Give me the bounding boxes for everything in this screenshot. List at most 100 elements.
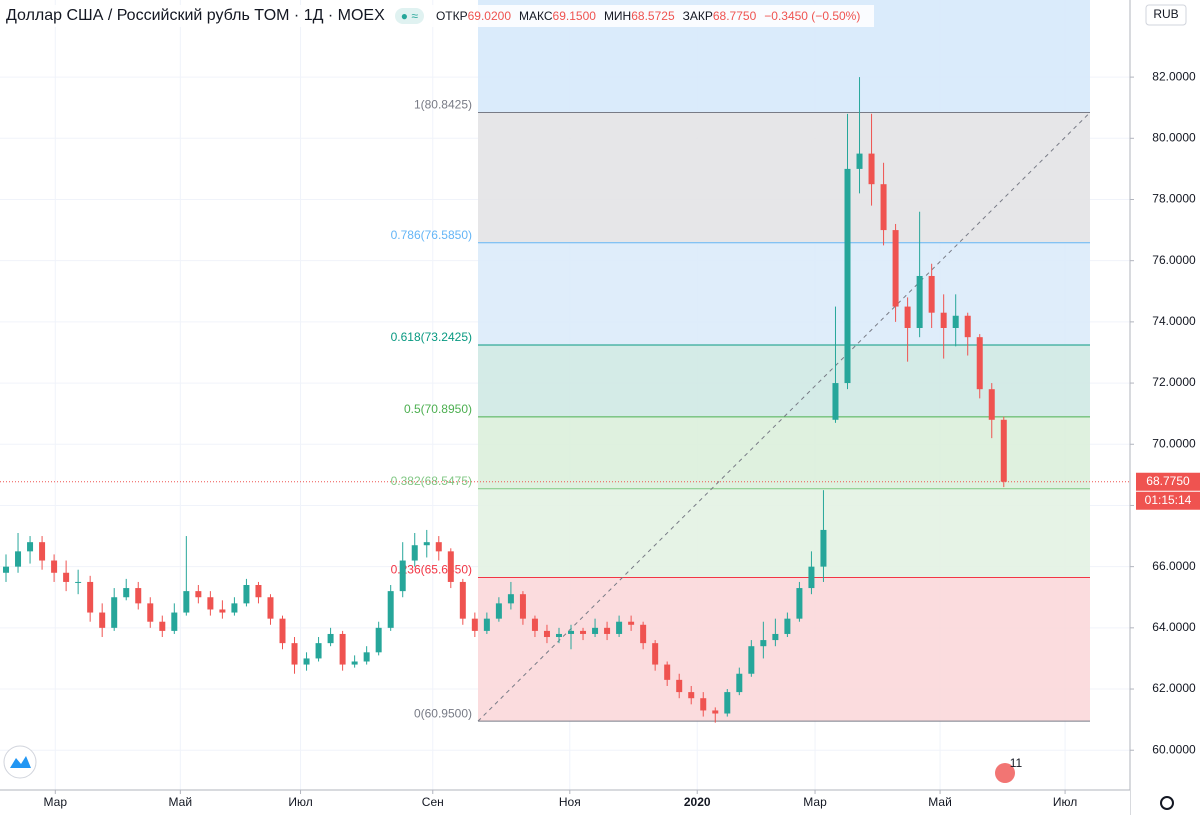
candle-body xyxy=(772,633,779,641)
candle-body xyxy=(15,551,22,567)
candle-body xyxy=(519,594,526,619)
events-icon[interactable] xyxy=(995,763,1015,783)
candle-body xyxy=(976,337,983,390)
candle-body xyxy=(147,603,154,622)
candle-body xyxy=(940,312,947,328)
candle-body xyxy=(435,542,442,552)
high-key: МАКС xyxy=(519,9,553,23)
y-tick-label: 76.0000 xyxy=(1152,253,1196,267)
candle-body xyxy=(411,545,418,561)
y-tick-label: 78.0000 xyxy=(1152,192,1196,206)
open-value: 69.0200 xyxy=(467,9,512,23)
fib-zone xyxy=(478,416,1090,489)
candle-body xyxy=(351,661,358,665)
candle-body xyxy=(423,542,430,546)
fib-label: 1(80.8425) xyxy=(414,98,472,112)
candle-body xyxy=(231,603,238,613)
candle-body xyxy=(51,560,58,573)
candle-body xyxy=(555,633,562,638)
candle-body xyxy=(339,633,346,665)
symbol-title[interactable]: Доллар США / Российский рубль TOM · 1Д ·… xyxy=(6,7,385,24)
fib-zone xyxy=(478,488,1090,578)
candle-body xyxy=(543,630,550,638)
candle-body xyxy=(652,643,659,665)
candle-body xyxy=(640,624,647,644)
candle-body xyxy=(387,591,394,628)
candle-body xyxy=(39,542,46,561)
y-tick-label: 66.0000 xyxy=(1152,559,1196,573)
fib-label: 0.618(73.2425) xyxy=(391,330,472,344)
fib-label: 0.5(70.8950) xyxy=(404,402,472,416)
open-key: ОТКР xyxy=(435,9,468,23)
fib-label: 0.786(76.5850) xyxy=(391,228,472,242)
candle-body xyxy=(1000,419,1007,482)
candle-body xyxy=(796,588,803,619)
candle-body xyxy=(63,572,70,582)
fib-zone xyxy=(478,577,1090,722)
candle-body xyxy=(207,597,214,610)
candle-body xyxy=(459,581,466,619)
fib-zone xyxy=(478,242,1090,346)
candle-body xyxy=(616,621,623,634)
candle-body xyxy=(844,168,851,384)
x-tick-label: 2020 xyxy=(684,795,711,809)
fib-zone xyxy=(478,112,1090,243)
candle-body xyxy=(712,710,719,714)
candle-body xyxy=(363,652,370,662)
x-tick-label: Мар xyxy=(803,795,827,809)
candle-body xyxy=(820,529,827,567)
x-tick-label: Сен xyxy=(422,795,444,809)
events-badge: 11 xyxy=(1010,756,1023,770)
close-value: 68.7750 xyxy=(712,9,757,23)
candle-body xyxy=(3,566,10,573)
fib-label: 0(60.9500) xyxy=(414,706,472,720)
candle-body xyxy=(892,230,899,307)
candle-body xyxy=(916,275,923,328)
candle-body xyxy=(724,692,731,714)
candle-body xyxy=(904,306,911,328)
candle-body xyxy=(291,643,298,665)
candle-body xyxy=(267,597,274,619)
candle-body xyxy=(279,618,286,644)
candle-body xyxy=(375,627,382,653)
y-tick-label: 74.0000 xyxy=(1152,314,1196,328)
candle-body xyxy=(471,618,478,631)
logo-mark xyxy=(10,756,31,768)
candle-body xyxy=(868,153,875,185)
candle-body xyxy=(507,594,514,604)
x-tick-label: Июл xyxy=(1053,795,1077,809)
candle-body xyxy=(592,627,599,634)
candle-body xyxy=(303,658,310,665)
x-tick-label: Май xyxy=(928,795,952,809)
time-axis xyxy=(0,790,1130,815)
candle-body xyxy=(784,618,791,634)
candle-body xyxy=(111,597,118,628)
candle-body xyxy=(495,603,502,619)
x-tick-label: Ноя xyxy=(559,795,581,809)
x-tick-label: Мар xyxy=(44,795,68,809)
candle-body xyxy=(664,664,671,680)
y-tick-label: 70.0000 xyxy=(1152,436,1196,450)
candle-body xyxy=(99,612,106,628)
candle-body xyxy=(327,633,334,644)
candle-body xyxy=(760,640,767,647)
candle-body xyxy=(988,389,995,420)
high-value: 69.1500 xyxy=(552,9,596,23)
low-key: МИН xyxy=(603,9,632,23)
candle-body xyxy=(531,618,538,631)
settings-icon[interactable] xyxy=(1160,796,1174,810)
currency-label: RUB xyxy=(1153,7,1178,21)
candle-body xyxy=(195,591,202,598)
close-key: ЗАКР xyxy=(682,9,713,23)
fib-zone xyxy=(478,345,1090,417)
status-pill[interactable]: ● ≈ xyxy=(394,8,424,24)
x-tick-label: Май xyxy=(169,795,193,809)
candle-body xyxy=(688,692,695,699)
y-tick-label: 60.0000 xyxy=(1152,742,1196,756)
legend-header: Доллар США / Российский рубль TOM · 1Д ·… xyxy=(6,5,875,27)
candle-body xyxy=(700,698,707,711)
candle-body xyxy=(928,275,935,313)
candle-body xyxy=(171,612,178,631)
countdown-tag xyxy=(1136,491,1200,510)
candle-body xyxy=(952,315,959,328)
